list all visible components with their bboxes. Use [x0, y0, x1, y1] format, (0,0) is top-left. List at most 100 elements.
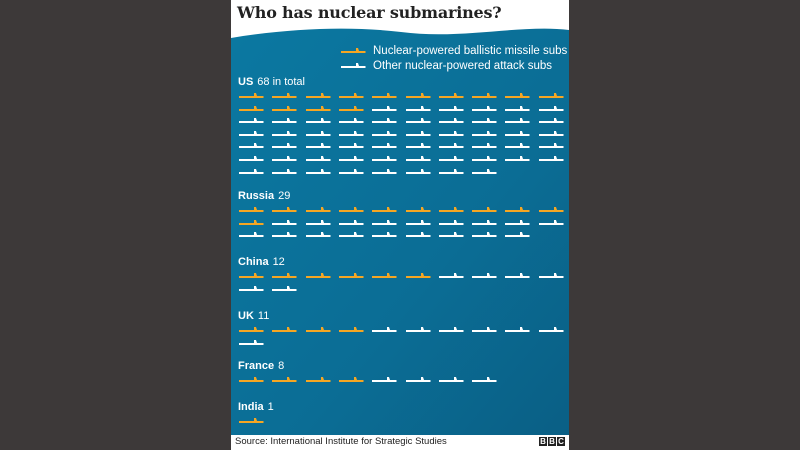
country-total: 12 — [272, 256, 285, 268]
ballistic-sub-icon — [405, 93, 431, 98]
attack-sub-icon — [239, 339, 264, 345]
ballistic-sub-icon — [338, 273, 364, 278]
ballistic-sub-icon — [305, 105, 331, 111]
attack-sub-icon — [272, 285, 298, 291]
attack-sub-icon — [472, 219, 498, 225]
attack-sub-icon — [338, 130, 364, 136]
legend-attack-sub-icon — [341, 63, 366, 68]
ballistic-sub-icon — [239, 93, 264, 98]
attack-sub-icon — [538, 156, 564, 161]
country-label-india: India 1 — [238, 401, 274, 413]
attack-sub-icon — [305, 156, 331, 161]
attack-sub-icon — [438, 219, 464, 225]
attack-sub-icon — [305, 143, 331, 149]
ballistic-sub-icon — [305, 93, 331, 98]
ballistic-sub-icon — [505, 207, 531, 212]
ballistic-sub-icon — [272, 377, 298, 382]
attack-sub-icon — [505, 232, 531, 238]
country-name: India — [238, 401, 264, 413]
sea-background — [231, 28, 569, 435]
attack-sub-icon — [338, 232, 364, 238]
attack-sub-icon — [438, 143, 464, 149]
attack-sub-icon — [472, 105, 498, 111]
attack-sub-icon — [239, 143, 264, 149]
attack-sub-icon — [505, 273, 531, 278]
legend-ballistic-label: Nuclear-powered ballistic missile subs — [373, 45, 568, 57]
attack-sub-icon — [372, 118, 398, 124]
country-name: US — [238, 76, 254, 88]
ballistic-sub-icon — [405, 207, 431, 212]
attack-sub-icon — [372, 168, 398, 174]
attack-sub-icon — [538, 143, 564, 149]
attack-sub-icon — [338, 156, 364, 161]
country-name: UK — [238, 310, 254, 322]
ballistic-sub-icon — [438, 207, 464, 212]
attack-sub-icon — [405, 168, 431, 174]
attack-sub-icon — [372, 219, 398, 225]
ballistic-sub-icon — [338, 377, 364, 382]
ballistic-sub-icon — [239, 418, 264, 423]
attack-sub-icon — [372, 130, 398, 136]
chart-title: Who has nuclear submarines? — [237, 3, 502, 22]
country-total: 29 — [278, 190, 291, 202]
attack-sub-icon — [338, 118, 364, 124]
country-label-russia: Russia 29 — [238, 190, 290, 202]
ballistic-sub-icon — [239, 207, 264, 212]
attack-sub-icon — [305, 219, 331, 225]
ballistic-sub-icon — [305, 377, 331, 382]
attack-sub-icon — [305, 232, 331, 238]
attack-sub-icon — [438, 377, 464, 382]
ballistic-sub-icon — [338, 93, 364, 98]
ballistic-sub-icon — [538, 93, 564, 98]
attack-sub-icon — [272, 168, 298, 174]
ballistic-sub-icon — [239, 219, 264, 225]
attack-sub-icon — [272, 156, 298, 161]
attack-sub-icon — [338, 219, 364, 225]
infographic-panel: Who has nuclear submarines? Nuclear-powe… — [231, 0, 569, 450]
attack-sub-icon — [438, 105, 464, 111]
attack-sub-icon — [239, 232, 264, 238]
attack-sub-icon — [505, 143, 531, 149]
attack-sub-icon — [338, 168, 364, 174]
ballistic-sub-icon — [272, 93, 298, 98]
attack-sub-icon — [272, 130, 298, 136]
attack-sub-icon — [472, 143, 498, 149]
attack-sub-icon — [472, 273, 498, 278]
attack-sub-icon — [372, 156, 398, 161]
attack-sub-icon — [538, 105, 564, 111]
attack-sub-icon — [438, 168, 464, 174]
country-total: 11 — [257, 310, 270, 322]
attack-sub-icon — [272, 219, 298, 225]
attack-sub-icon — [239, 130, 264, 136]
country-label-france: France 8 — [238, 360, 284, 372]
ballistic-sub-icon — [372, 207, 398, 212]
attack-sub-icon — [438, 118, 464, 124]
ballistic-sub-icon — [272, 207, 298, 212]
ballistic-sub-icon — [505, 93, 531, 98]
attack-sub-icon — [472, 130, 498, 136]
attack-sub-icon — [338, 143, 364, 149]
country-label-us: US 68 in total — [238, 76, 305, 88]
attack-sub-icon — [372, 232, 398, 238]
ballistic-sub-icon — [239, 105, 264, 111]
attack-sub-icon — [538, 327, 564, 332]
attack-sub-icon — [505, 105, 531, 111]
attack-sub-icon — [438, 130, 464, 136]
country-label-uk: UK 11 — [238, 310, 269, 322]
attack-sub-icon — [472, 377, 498, 382]
attack-sub-icon — [505, 118, 531, 124]
attack-sub-icon — [472, 168, 498, 174]
ballistic-sub-icon — [338, 105, 364, 111]
attack-sub-icon — [405, 156, 431, 161]
attack-sub-icon — [239, 156, 264, 161]
attack-sub-icon — [272, 143, 298, 149]
attack-sub-icon — [472, 118, 498, 124]
ballistic-sub-icon — [438, 93, 464, 98]
attack-sub-icon — [505, 219, 531, 225]
country-total: 68 in total — [257, 76, 305, 88]
attack-sub-icon — [372, 327, 398, 332]
attack-sub-icon — [438, 273, 464, 278]
attack-sub-icon — [305, 118, 331, 124]
attack-sub-icon — [305, 168, 331, 174]
